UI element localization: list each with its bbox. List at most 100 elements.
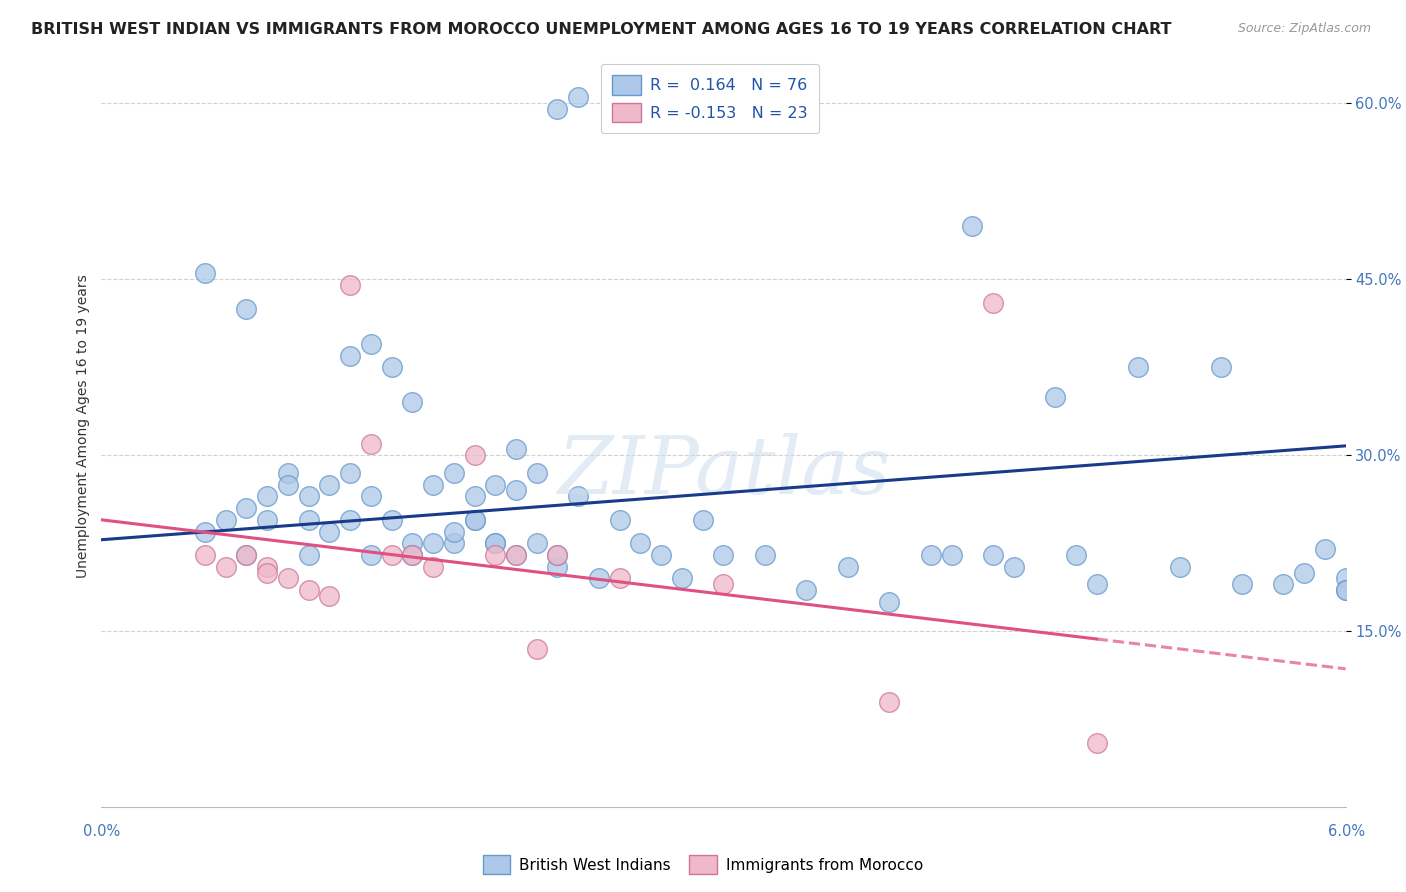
Point: [505, 483, 527, 498]
Point: [277, 477, 299, 491]
Point: [380, 360, 404, 375]
Point: [339, 349, 361, 363]
Point: [484, 536, 506, 550]
Point: [277, 572, 299, 586]
Point: [194, 524, 217, 539]
Point: [256, 559, 278, 574]
Point: [297, 548, 319, 562]
Point: [505, 442, 527, 457]
Point: [443, 466, 465, 480]
Point: [318, 589, 340, 603]
Point: [360, 436, 382, 450]
Point: [380, 513, 404, 527]
Point: [194, 548, 217, 562]
Point: [484, 548, 506, 562]
Point: [401, 395, 423, 409]
Point: [711, 548, 734, 562]
Point: [443, 524, 465, 539]
Point: [1272, 577, 1295, 591]
Point: [214, 513, 236, 527]
Point: [1209, 360, 1232, 375]
Point: [567, 489, 589, 503]
Point: [981, 548, 1004, 562]
Point: [796, 583, 818, 598]
Point: [567, 90, 589, 104]
Point: [1230, 577, 1253, 591]
Point: [422, 536, 444, 550]
Point: [422, 477, 444, 491]
Point: [837, 559, 859, 574]
Point: [443, 536, 465, 550]
Point: [1064, 548, 1087, 562]
Point: [360, 336, 382, 351]
Point: [1043, 390, 1067, 404]
Point: [318, 524, 340, 539]
Point: [1294, 566, 1316, 580]
Point: [1313, 542, 1336, 557]
Text: 6.0%: 6.0%: [1329, 824, 1365, 838]
Point: [297, 489, 319, 503]
Point: [1168, 559, 1191, 574]
Point: [526, 536, 548, 550]
Point: [339, 466, 361, 480]
Legend: British West Indians, Immigrants from Morocco: British West Indians, Immigrants from Mo…: [477, 849, 929, 880]
Point: [464, 489, 486, 503]
Point: [277, 466, 299, 480]
Point: [1085, 736, 1108, 750]
Legend: R =  0.164   N = 76, R = -0.153   N = 23: R = 0.164 N = 76, R = -0.153 N = 23: [600, 64, 820, 133]
Point: [981, 295, 1004, 310]
Point: [194, 266, 217, 280]
Point: [235, 301, 257, 316]
Point: [630, 536, 652, 550]
Text: BRITISH WEST INDIAN VS IMMIGRANTS FROM MOROCCO UNEMPLOYMENT AMONG AGES 16 TO 19 : BRITISH WEST INDIAN VS IMMIGRANTS FROM M…: [31, 22, 1171, 37]
Point: [1334, 583, 1357, 598]
Point: [401, 548, 423, 562]
Point: [339, 513, 361, 527]
Point: [941, 548, 963, 562]
Point: [588, 572, 610, 586]
Point: [214, 559, 236, 574]
Point: [339, 278, 361, 293]
Point: [1002, 559, 1025, 574]
Point: [235, 548, 257, 562]
Point: [297, 583, 319, 598]
Point: [464, 513, 486, 527]
Point: [546, 102, 568, 116]
Point: [256, 489, 278, 503]
Point: [422, 559, 444, 574]
Text: ZIPatlas: ZIPatlas: [557, 433, 890, 510]
Point: [692, 513, 714, 527]
Point: [754, 548, 776, 562]
Point: [380, 548, 404, 562]
Point: [877, 695, 900, 709]
Point: [1085, 577, 1108, 591]
Point: [877, 595, 900, 609]
Text: 0.0%: 0.0%: [83, 824, 120, 838]
Point: [1334, 583, 1357, 598]
Point: [505, 548, 527, 562]
Point: [401, 548, 423, 562]
Point: [546, 559, 568, 574]
Point: [256, 513, 278, 527]
Point: [962, 219, 984, 234]
Point: [360, 548, 382, 562]
Point: [235, 501, 257, 516]
Point: [526, 466, 548, 480]
Point: [1128, 360, 1150, 375]
Point: [671, 572, 693, 586]
Y-axis label: Unemployment Among Ages 16 to 19 years: Unemployment Among Ages 16 to 19 years: [76, 274, 90, 578]
Point: [505, 548, 527, 562]
Point: [464, 448, 486, 462]
Point: [484, 536, 506, 550]
Point: [401, 536, 423, 550]
Point: [1334, 572, 1357, 586]
Point: [360, 489, 382, 503]
Point: [609, 513, 631, 527]
Point: [609, 572, 631, 586]
Text: Source: ZipAtlas.com: Source: ZipAtlas.com: [1237, 22, 1371, 36]
Point: [711, 577, 734, 591]
Point: [297, 513, 319, 527]
Point: [235, 548, 257, 562]
Point: [650, 548, 672, 562]
Point: [318, 477, 340, 491]
